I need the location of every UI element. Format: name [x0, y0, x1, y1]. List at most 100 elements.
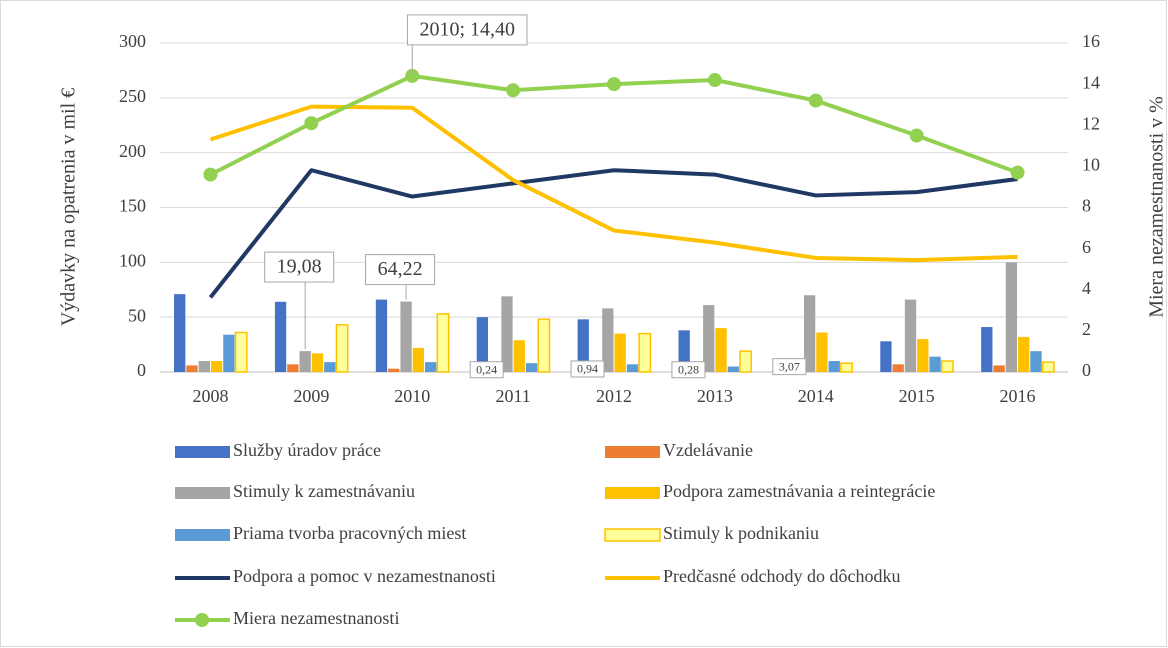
legend-marker [195, 613, 209, 627]
y2-axis-label: Miera nezamestnanosti v % [1146, 96, 1168, 318]
x-tick-label: 2010 [394, 386, 430, 406]
legend-swatch [175, 487, 230, 499]
bar [324, 362, 336, 372]
label-box [671, 361, 706, 379]
label-box [365, 254, 436, 286]
legend-label: Stimuly k zamestnávaniu [233, 481, 415, 501]
bar [412, 347, 425, 372]
x-tick-label: 2011 [495, 386, 530, 406]
bar [941, 360, 954, 373]
bar [525, 363, 538, 372]
y2-tick-label: 12 [1082, 113, 1100, 133]
bar [929, 356, 941, 372]
x-tick-label: 2016 [1000, 386, 1036, 406]
y2-tick-label: 16 [1082, 31, 1100, 51]
legend-swatch [604, 528, 661, 542]
bar [375, 299, 388, 372]
bar [993, 365, 1005, 372]
bar [602, 308, 614, 372]
x-tick-label: 2012 [596, 386, 632, 406]
bar [715, 328, 727, 372]
data-label: 0,94 [577, 362, 598, 376]
legend-swatch [605, 487, 660, 499]
bar [436, 313, 450, 373]
label-box [406, 14, 528, 46]
bar [678, 330, 690, 372]
y-tick-label: 100 [119, 250, 146, 270]
legend-label: Stimuly k podnikaniu [663, 523, 819, 543]
legend-label: Vzdelávanie [663, 440, 753, 460]
marker [203, 167, 218, 182]
x-tick-label: 2009 [293, 386, 329, 406]
x-tick-label: 2013 [697, 386, 733, 406]
y-tick-label: 50 [128, 305, 146, 325]
y-tick-label: 200 [119, 141, 146, 161]
x-tick-label: 2014 [798, 386, 834, 406]
bar [892, 364, 904, 372]
label-box [264, 251, 335, 283]
bar [626, 364, 639, 372]
marker [405, 68, 420, 83]
bar [174, 294, 186, 372]
y2-tick-label: 10 [1082, 155, 1100, 175]
y-tick-label: 0 [137, 360, 146, 380]
label-box [570, 360, 605, 378]
data-label: 0,28 [678, 362, 699, 376]
y2-tick-label: 6 [1082, 237, 1091, 257]
data-label: 2010; 14,40 [419, 18, 515, 40]
bar [1030, 351, 1042, 372]
legend-label: Priama tvorba pracovných miest [233, 523, 466, 543]
legend-label: Podpora a pomoc v nezamestnanosti [233, 566, 496, 586]
bar [400, 301, 412, 372]
marker [304, 116, 319, 131]
bar [614, 333, 626, 372]
marker [808, 93, 823, 108]
legend-swatch [175, 529, 230, 541]
bar [388, 368, 400, 372]
bar [210, 361, 223, 372]
bar [577, 319, 589, 372]
bar [335, 324, 349, 373]
bar [904, 299, 917, 372]
legend-label: Predčasné odchody do dôchodku [663, 566, 900, 586]
x-tick-label: 2008 [192, 386, 228, 406]
bar [287, 364, 299, 372]
legend-swatch [605, 446, 660, 458]
marker [607, 77, 621, 92]
bar [311, 353, 324, 372]
bar [803, 295, 816, 372]
bar [1041, 361, 1055, 373]
bar [299, 351, 311, 372]
legend-label: Služby úradov práce [233, 440, 381, 460]
bar [425, 362, 437, 372]
y2-tick-label: 2 [1082, 319, 1091, 339]
bar [198, 361, 210, 372]
legend-label: Podpora zamestnávania a reintegrácie [663, 481, 935, 501]
y-tick-label: 300 [119, 31, 146, 51]
y-axis-label: Výdavky na opatrenia v mil € [58, 88, 80, 326]
y-tick-label: 250 [119, 86, 146, 106]
data-label: 3,07 [779, 359, 800, 373]
bar [917, 339, 929, 372]
data-label: 19,08 [277, 256, 322, 278]
bar [501, 296, 513, 372]
data-label: 0,24 [476, 362, 497, 376]
data-label: 64,22 [378, 258, 423, 280]
bar [880, 341, 892, 372]
line [208, 168, 1018, 299]
bar [840, 362, 853, 373]
bar [537, 318, 551, 373]
marker [1010, 165, 1025, 180]
bar [739, 350, 753, 373]
bar [703, 305, 715, 372]
y2-tick-label: 0 [1082, 360, 1091, 380]
marker [707, 73, 722, 88]
bar [274, 301, 287, 372]
legend-label: Miera nezamestnanosti [233, 608, 399, 628]
bar [186, 365, 198, 372]
y2-tick-label: 4 [1082, 278, 1091, 298]
marker [909, 128, 924, 143]
label-box [772, 358, 807, 376]
bar [638, 332, 652, 373]
